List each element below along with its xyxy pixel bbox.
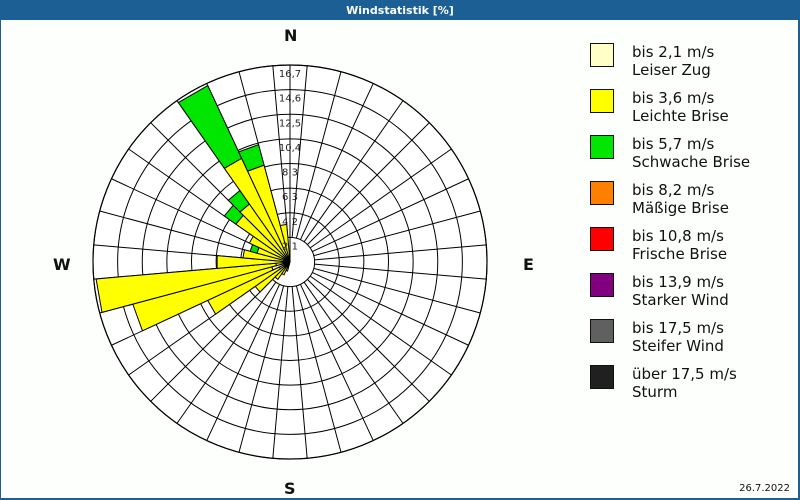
legend-name: Frische Brise — [632, 245, 728, 263]
window-title: Windstatistik [%] — [0, 0, 800, 20]
compass-e-label: E — [523, 255, 534, 274]
legend-swatch — [590, 43, 614, 67]
legend-name: Starker Wind — [632, 291, 729, 309]
legend-name: Leiser Zug — [632, 61, 711, 79]
legend-range: bis 2,1 m/s — [632, 43, 715, 61]
ring-label: 12,5 — [279, 118, 301, 129]
ring-label: 4,2 — [282, 217, 298, 228]
wind-rose-chart: 2,1 4,2 6,3 8,3 10,4 12,5 14,6 16,7 — [92, 64, 488, 460]
legend-range: bis 10,8 m/s — [632, 227, 724, 245]
legend-swatch — [590, 365, 614, 389]
legend-name: Sturm — [632, 383, 678, 401]
ring-label: 8,3 — [282, 168, 298, 179]
rose-sector — [237, 143, 265, 172]
ring-label: 14,6 — [279, 94, 301, 105]
ring-label: 10,4 — [279, 143, 301, 154]
legend-range: bis 17,5 m/s — [632, 319, 724, 337]
ring-label: 6,3 — [282, 192, 298, 203]
date-label: 26.7.2022 — [739, 483, 790, 494]
legend-range: bis 8,2 m/s — [632, 181, 715, 199]
legend-range: bis 3,6 m/s — [632, 89, 715, 107]
legend-range: bis 5,7 m/s — [632, 135, 715, 153]
legend-swatch — [590, 227, 614, 251]
ring-label: 16,7 — [279, 69, 301, 80]
chart-panel: 2,1 4,2 6,3 8,3 10,4 12,5 14,6 16,7 N E S W bis… — [1, 20, 798, 498]
legend-swatch — [590, 181, 614, 205]
compass-s-label: S — [284, 479, 296, 498]
legend-swatch — [590, 319, 614, 343]
rose-sector — [95, 262, 277, 314]
rose-sector — [281, 264, 290, 276]
ring-label: 2,1 — [282, 241, 298, 252]
compass-n-label: N — [284, 26, 298, 45]
legend-name: Schwache Brise — [632, 153, 751, 171]
legend-swatch — [590, 135, 614, 159]
rose-sector — [279, 223, 291, 260]
legend-range: bis 13,9 m/s — [632, 273, 724, 291]
legend-name: Steifer Wind — [632, 337, 724, 355]
rose-sector — [177, 84, 243, 169]
legend-name: Mäßige Brise — [632, 199, 729, 217]
compass-w-label: W — [53, 255, 71, 274]
legend-swatch — [590, 89, 614, 113]
legend-name: Leichte Brise — [632, 107, 729, 125]
legend-range: über 17,5 m/s — [632, 365, 737, 383]
legend-swatch — [590, 273, 614, 297]
